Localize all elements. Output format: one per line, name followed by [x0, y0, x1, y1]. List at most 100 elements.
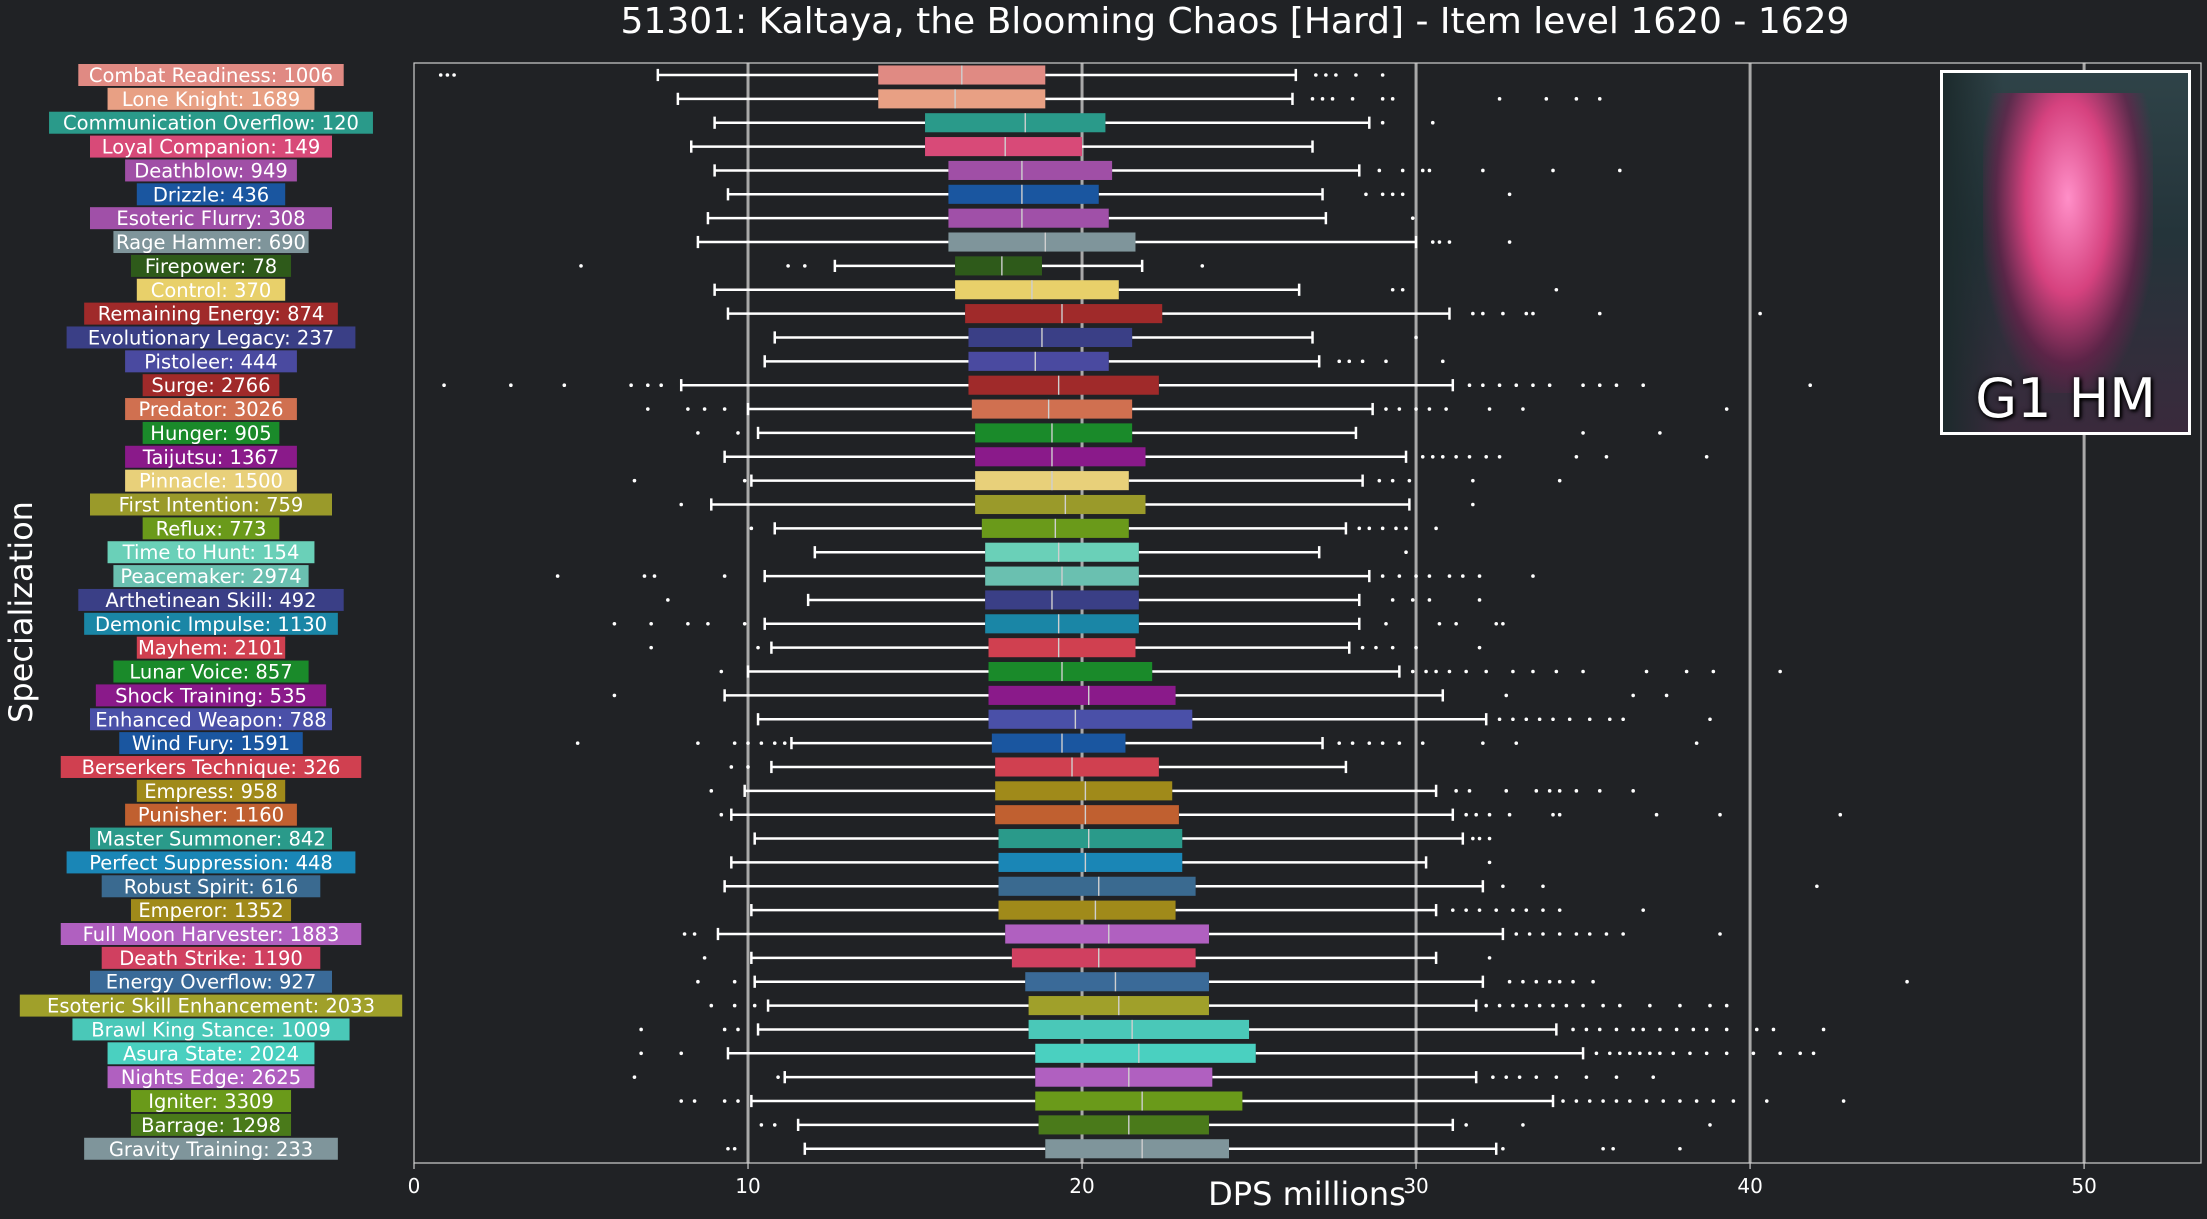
outlier-point: [1551, 1003, 1555, 1008]
outlier-point: [1427, 168, 1432, 173]
outlier-point: [692, 932, 697, 936]
outlier-point: [1454, 789, 1458, 793]
outlier-point: [1390, 192, 1395, 197]
box-24: [988, 638, 1136, 658]
category-label: Nights Edge: 2625: [121, 1066, 301, 1089]
outlier-point: [659, 383, 663, 387]
outlier-point: [1390, 478, 1395, 483]
outlier-point: [1574, 789, 1579, 793]
outlier-point: [1310, 97, 1315, 101]
outlier-point: [1434, 526, 1438, 531]
outlier-point: [749, 526, 754, 531]
outlier-point: [438, 73, 443, 77]
outlier-point: [1664, 693, 1669, 698]
outlier-point: [1678, 1099, 1682, 1103]
outlier-point: [1360, 645, 1365, 650]
label-bg: [130, 1090, 292, 1113]
outlier-point: [1330, 97, 1335, 101]
outlier-point: [1711, 1099, 1716, 1103]
outlier-point: [1427, 598, 1432, 602]
outlier-point: [696, 979, 700, 984]
outlier-point: [1434, 669, 1438, 674]
category-label: Pinnacle: 1500: [139, 470, 283, 493]
outlier-point: [1337, 741, 1342, 745]
outlier-point: [1507, 240, 1512, 244]
outlier-point: [1424, 669, 1428, 674]
outlier-point: [1601, 1003, 1605, 1008]
outlier-point: [1731, 1099, 1736, 1103]
outlier-point: [1511, 908, 1515, 912]
label-bg: [107, 541, 315, 564]
outlier-point: [1467, 789, 1472, 793]
category-label: Lunar Voice: 857: [129, 661, 292, 684]
outlier-point: [1377, 478, 1382, 483]
outlier-point: [1350, 97, 1355, 101]
outlier-point: [1481, 311, 1485, 316]
outlier-point: [1467, 454, 1472, 459]
outlier-point: [579, 264, 583, 268]
category-label: Firepower: 78: [145, 255, 277, 278]
outlier-point: [555, 574, 560, 578]
outlier-point: [736, 431, 740, 435]
label-bg: [90, 708, 332, 731]
outlier-point: [632, 478, 637, 483]
outlier-point: [1724, 1027, 1729, 1032]
box-34: [998, 876, 1196, 896]
outlier-point: [1547, 979, 1552, 984]
outlier-point: [1587, 932, 1592, 936]
category-label: Communication Overflow: 120: [63, 112, 359, 135]
outlier-point: [1517, 1075, 1522, 1079]
outlier-point: [686, 407, 690, 411]
category-label: Peacemaker: 2974: [120, 565, 301, 588]
box-3: [925, 137, 1083, 157]
outlier-point: [1380, 97, 1385, 101]
outlier-point: [732, 741, 737, 745]
outlier-point: [1447, 240, 1452, 244]
outlier-point: [1754, 1027, 1759, 1032]
label-bg: [95, 684, 327, 707]
box-7: [948, 232, 1136, 252]
box-33: [998, 852, 1183, 872]
outlier-point: [1350, 741, 1355, 745]
label-bg: [130, 899, 292, 922]
label-bg: [142, 517, 280, 540]
outlier-point: [1551, 717, 1555, 722]
outlier-point: [1497, 717, 1502, 722]
outlier-point: [1654, 812, 1659, 817]
outlier-layer: [438, 73, 1909, 1151]
outlier-point: [1461, 574, 1465, 578]
box-1: [878, 89, 1046, 109]
outlier-point: [1487, 836, 1492, 841]
outlier-point: [742, 478, 747, 483]
outlier-point: [1554, 1075, 1559, 1079]
outlier-point: [1618, 168, 1622, 173]
outlier-point: [696, 741, 700, 745]
label-bg: [142, 374, 280, 397]
outlier-point: [1347, 359, 1352, 364]
category-label: Arthetinean Skill: 492: [105, 589, 316, 612]
outlier-point: [1658, 431, 1662, 435]
label-bg: [101, 946, 321, 969]
outlier-point: [1581, 1003, 1585, 1008]
outlier-point: [1524, 1003, 1529, 1008]
outlier-point: [1414, 335, 1418, 340]
outlier-point: [746, 741, 750, 745]
outlier-point: [1430, 240, 1435, 244]
outlier-point: [1420, 454, 1425, 459]
outlier-point: [746, 765, 750, 769]
box-40: [1028, 1019, 1250, 1039]
outlier-point: [803, 264, 807, 268]
outlier-point: [1487, 860, 1492, 865]
outlier-point: [1507, 192, 1512, 197]
outlier-point: [1497, 383, 1502, 387]
outlier-point: [1397, 741, 1402, 745]
outlier-point: [452, 73, 456, 77]
outlier-point: [1574, 932, 1579, 936]
category-label: Esoteric Skill Enhancement: 2033: [47, 995, 375, 1018]
category-label: Reflux: 773: [156, 517, 267, 540]
outlier-point: [1514, 932, 1519, 936]
outlier-point: [1597, 311, 1602, 316]
outlier-point: [1557, 812, 1562, 817]
label-bg: [136, 183, 286, 206]
box-2: [925, 113, 1106, 133]
